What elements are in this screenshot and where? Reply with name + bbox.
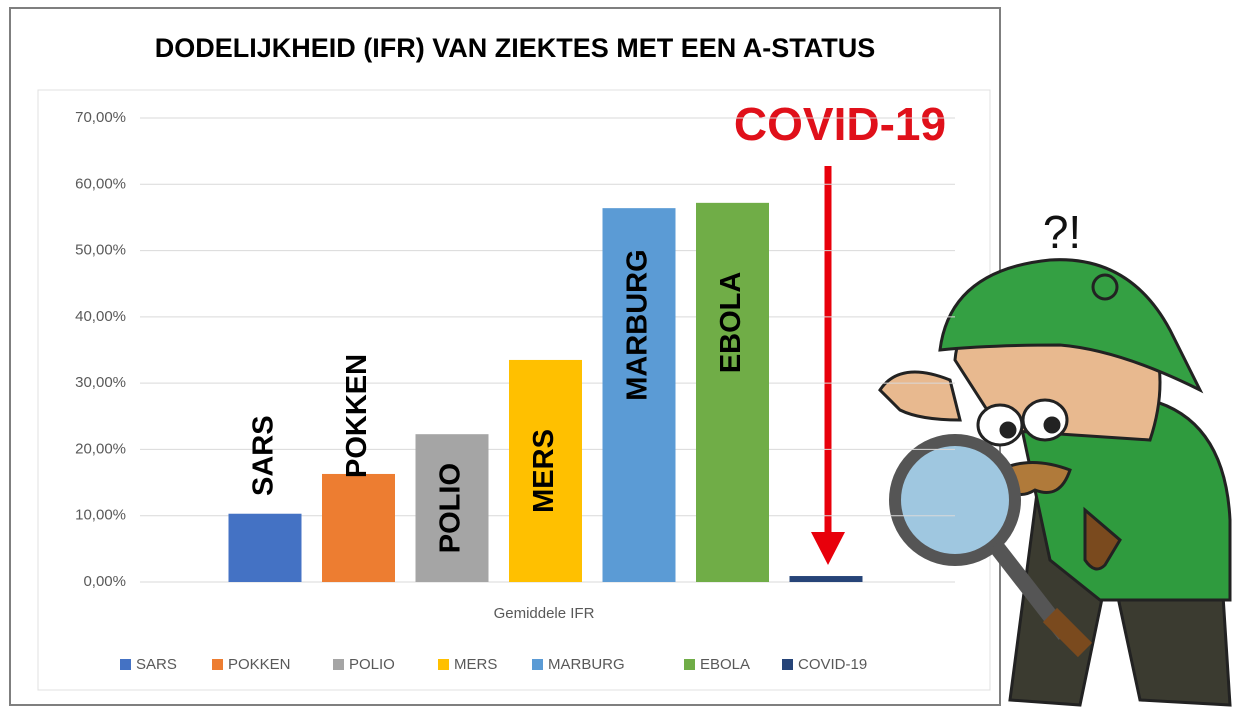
page: DODELIJKHEID (IFR) VAN ZIEKTES MET EEN A… [0, 0, 1237, 715]
annotation: ?! [1043, 206, 1081, 258]
y-tick-label: 0,00% [83, 573, 126, 590]
y-tick-label: 10,00% [75, 507, 126, 524]
legend-swatch [212, 659, 223, 670]
bar-label: POLIO [435, 463, 467, 553]
legend-swatch [438, 659, 449, 670]
y-tick-label: 30,00% [75, 374, 126, 391]
y-tick-label: 50,00% [75, 242, 126, 259]
bar-label: MERS [528, 429, 560, 513]
legend-label: SARS [136, 656, 177, 673]
legend-label: POKKEN [228, 656, 291, 673]
x-axis-label: Gemiddele IFR [494, 605, 595, 622]
y-tick-label: 20,00% [75, 440, 126, 457]
annotation: COVID-19 [734, 98, 946, 150]
legend-swatch [120, 659, 131, 670]
chart-title: DODELIJKHEID (IFR) VAN ZIEKTES MET EEN A… [155, 33, 876, 63]
legend-swatch [333, 659, 344, 670]
bar [696, 203, 769, 582]
bar-label: POKKEN [341, 354, 373, 478]
legend-label: POLIO [349, 656, 395, 673]
legend-swatch [782, 659, 793, 670]
bar [229, 514, 302, 582]
legend-label: COVID-19 [798, 656, 867, 673]
legend-label: EBOLA [700, 656, 750, 673]
legend-label: MERS [454, 656, 497, 673]
bar-label: MARBURG [622, 249, 654, 400]
legend-label: MARBURG [548, 656, 625, 673]
legend-swatch [684, 659, 695, 670]
bar-label: SARS [248, 415, 280, 496]
y-tick-label: 60,00% [75, 175, 126, 192]
y-tick-label: 70,00% [75, 109, 126, 126]
bar [322, 474, 395, 582]
legend-swatch [532, 659, 543, 670]
bar [790, 576, 863, 582]
y-tick-label: 40,00% [75, 308, 126, 325]
bar-label: EBOLA [715, 272, 747, 374]
